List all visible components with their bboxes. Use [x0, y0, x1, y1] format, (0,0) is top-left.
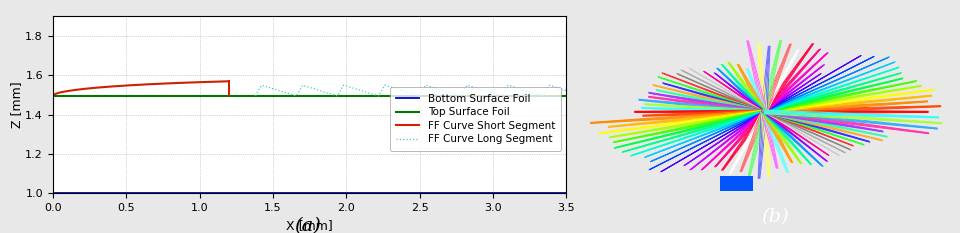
FF Curve Long Segment: [416, 92, 427, 95]
FF Curve Long Segment: [408, 93, 420, 96]
FF Curve Short Segment: [152, 82, 163, 85]
FF Curve Short Segment: [223, 80, 234, 83]
FF Curve Short Segment: [48, 94, 60, 96]
Line: FF Curve Long Segment: FF Curve Long Segment: [255, 85, 566, 96]
FF Curve Long Segment: [297, 84, 308, 87]
FF Curve Short Segment: [206, 80, 218, 83]
FF Curve Short Segment: [196, 81, 207, 83]
FF Curve Long Segment: [523, 90, 535, 93]
FF Curve Short Segment: [155, 82, 166, 85]
Text: (b): (b): [761, 208, 789, 226]
FF Curve Short Segment: [47, 95, 59, 97]
Y-axis label: Z [mm]: Z [mm]: [10, 82, 22, 128]
FF Curve Long Segment: [334, 91, 346, 93]
FF Curve Long Segment: [291, 95, 302, 97]
FF Curve Short Segment: [152, 82, 163, 85]
Legend: Bottom Surface Foil, Top Surface Foil, FF Curve Short Segment, FF Curve Long Seg: Bottom Surface Foil, Top Surface Foil, F…: [390, 87, 562, 151]
FF Curve Long Segment: [335, 88, 347, 91]
FF Curve Long Segment: [561, 89, 572, 92]
X-axis label: X [mm]: X [mm]: [286, 219, 333, 232]
FancyBboxPatch shape: [720, 176, 753, 191]
Text: (a): (a): [294, 217, 321, 233]
FF Curve Long Segment: [530, 92, 541, 95]
Line: FF Curve Short Segment: FF Curve Short Segment: [53, 81, 228, 96]
FF Curve Long Segment: [250, 94, 261, 97]
